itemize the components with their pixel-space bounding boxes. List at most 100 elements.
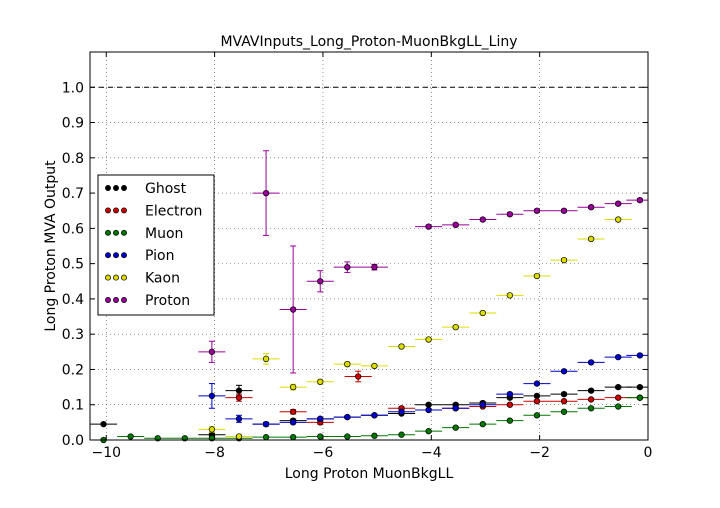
legend-marker [113,297,119,303]
legend-marker [121,297,127,303]
data-point [344,361,351,368]
data-point [235,433,243,440]
data-point [398,408,405,415]
data-point [290,383,297,391]
y-axis-label: Long Proton MVA Output [43,160,59,332]
data-point [533,392,541,400]
data-point [398,343,405,350]
data-point [262,189,270,197]
data-point [615,394,622,401]
legend-marker [105,252,111,259]
data-point [398,431,405,438]
data-point [355,373,362,380]
x-tick-label: −10 [91,445,121,461]
data-point [636,383,644,391]
y-tick-label: 0.5 [62,257,84,273]
data-point [615,200,622,207]
data-point [615,383,622,391]
legend-marker [105,207,111,214]
x-tick-label: −8 [204,445,225,461]
data-point [533,380,541,387]
data-point [587,396,595,403]
legend-marker [113,207,119,214]
legend-item-pion: Pion [105,248,174,264]
data-point [425,223,432,230]
series-pion [198,352,648,428]
data-point [235,415,243,422]
data-point [615,216,622,223]
data-point [344,264,351,271]
data-point [533,272,541,280]
legend-label: Muon [145,226,183,242]
data-point [235,394,243,401]
data-point [560,368,568,375]
legend-marker [113,229,119,236]
data-point [533,398,541,405]
data-point [533,412,541,419]
data-point [290,306,297,313]
legend: Ghost Electron Muon Pion Kaon Proton [97,174,215,316]
data-point [262,434,270,441]
data-point [317,278,324,285]
data-point [587,405,595,412]
data-point [636,196,644,204]
legend-label: Kaon [145,271,180,287]
legend-item-electron: Electron [105,203,202,219]
x-tick-label: −6 [313,445,334,461]
data-point [317,433,324,440]
legend-marker [105,274,111,281]
data-point [425,406,432,414]
legend-marker [121,207,127,214]
data-point [533,207,541,214]
data-point [127,433,134,440]
y-tick-label: 0.7 [62,186,84,202]
data-point [290,434,297,441]
series-kaon [198,216,632,440]
chart-title: MVAVInputs_Long_Proton-MuonBkgLL_Liny [220,34,517,50]
data-point [344,413,351,421]
data-point [290,419,297,426]
legend-marker [121,274,127,281]
data-point [506,401,514,408]
data-point [425,401,432,408]
data-point [344,433,351,440]
legend-label: Pion [145,248,174,264]
data-point [506,417,514,424]
data-point [615,403,622,410]
data-point [371,412,378,419]
legend-marker [121,229,127,236]
legend-item-kaon: Kaon [105,271,180,287]
data-point [587,387,595,394]
data-point [479,216,486,223]
data-point [208,426,216,433]
data-point [506,211,514,218]
data-point [317,415,324,422]
y-tick-label: 0.6 [62,221,84,237]
data-point [587,235,595,243]
data-point [452,405,459,412]
data-point [371,362,378,370]
data-point [479,309,486,317]
y-tick-label: 0.3 [62,327,84,343]
data-point [208,348,216,355]
data-point [371,264,378,271]
data-point [235,387,243,394]
legend-marker [121,252,127,259]
legend-label: Proton [145,293,190,309]
data-point [452,424,459,431]
legend-label: Electron [145,203,202,219]
data-point [587,359,595,366]
y-tick-label: 0.0 [62,433,84,449]
data-point [506,390,514,398]
legend-item-proton: Proton [105,293,190,309]
y-tick-label: 0.9 [62,116,84,132]
data-point [560,408,568,415]
data-point [560,207,568,214]
legend-marker [113,252,119,259]
data-point [317,378,324,385]
legend-item-muon: Muon [105,226,183,242]
data-point [262,420,270,428]
legend-item-ghost: Ghost [105,181,187,197]
data-point [560,390,568,398]
y-tick-label: 1.0 [62,80,84,96]
